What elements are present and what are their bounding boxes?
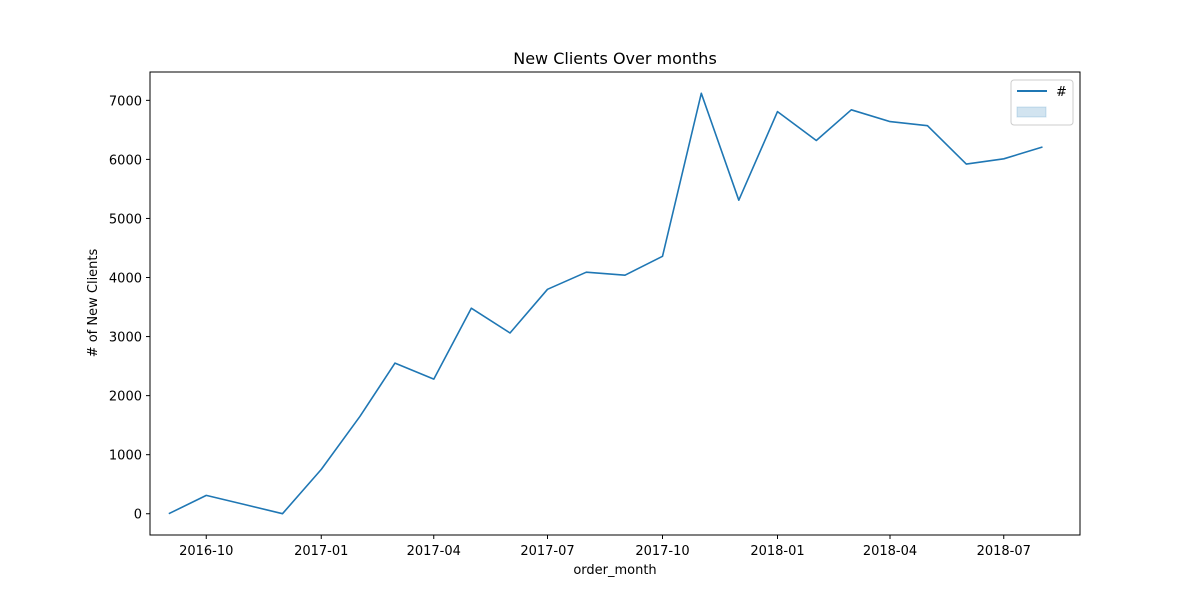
legend-band-swatch <box>1016 106 1047 118</box>
x-tick-label: 2018-04 <box>863 544 917 559</box>
series-line <box>168 92 1043 515</box>
chart-title: New Clients Over months <box>513 49 717 68</box>
y-tick-label: 2000 <box>109 390 142 405</box>
x-axis-label: order_month <box>573 563 656 578</box>
plot-area <box>149 71 1081 536</box>
x-tick-label: 2017-04 <box>407 544 461 559</box>
y-tick-label: 6000 <box>109 153 142 168</box>
legend: # <box>1010 79 1074 126</box>
x-tick-label: 2018-07 <box>977 544 1031 559</box>
x-tick-label: 2018-01 <box>750 544 804 559</box>
y-tick-label: 0 <box>134 508 142 523</box>
x-tick-label: 2017-01 <box>294 544 348 559</box>
y-tick-label: 4000 <box>109 272 142 287</box>
y-tick-label: 5000 <box>109 212 142 227</box>
y-axis: 0 1000 2000 3000 4000 5000 6000 7000 <box>109 94 150 523</box>
y-tick-label: 1000 <box>109 449 142 464</box>
legend-label-series: # <box>1056 85 1067 100</box>
y-axis-label: # of New Clients <box>86 248 101 357</box>
x-axis: 2016-10 2017-01 2017-04 2017-07 2017-10 2018-… <box>179 535 1031 559</box>
x-tick-label: 2017-10 <box>635 544 689 559</box>
y-tick-label: 7000 <box>109 94 142 109</box>
x-tick-label: 2016-10 <box>179 544 233 559</box>
x-tick-label: 2017-07 <box>520 544 574 559</box>
series-layer <box>168 92 1043 515</box>
y-tick-label: 3000 <box>109 331 142 346</box>
